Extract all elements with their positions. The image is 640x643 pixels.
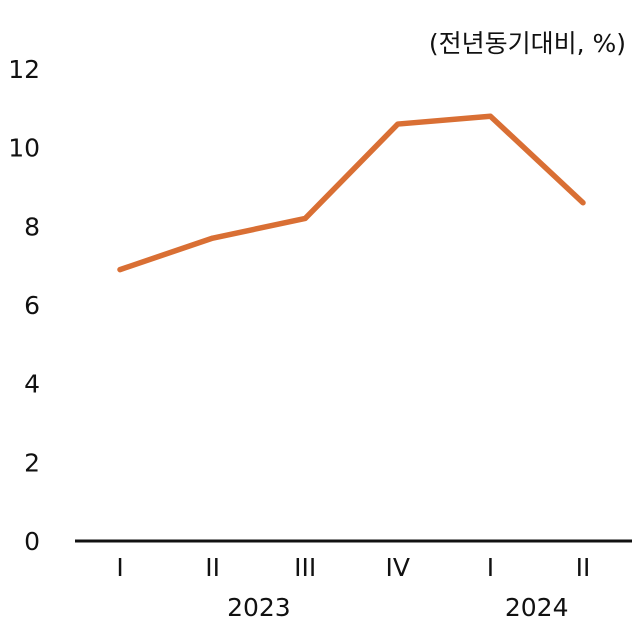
y-tick-label: 4 [24,370,40,399]
y-tick-label: 12 [8,55,40,84]
x-group-label: 2024 [505,593,569,622]
series-line [120,116,583,269]
x-group-label: 2023 [227,593,291,622]
x-tick-label: IV [386,553,410,582]
x-tick-label: I [487,553,494,582]
y-tick-label: 0 [24,527,40,556]
x-tick-label: III [294,553,316,582]
x-tick-label: II [205,553,220,582]
unit-label: (전년동기대비, %) [429,29,626,58]
y-tick-label: 2 [24,448,40,477]
x-tick-label: II [576,553,591,582]
y-tick-label: 10 [8,134,40,163]
x-tick-label: I [116,553,123,582]
y-tick-label: 6 [24,291,40,320]
y-tick-label: 8 [24,212,40,241]
